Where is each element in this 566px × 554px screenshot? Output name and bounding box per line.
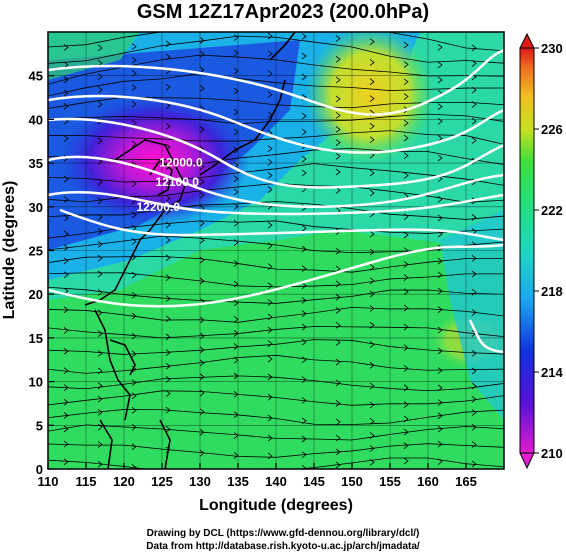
colorbar-tick-label: 222 (541, 203, 563, 218)
x-tick-label: 120 (113, 474, 135, 489)
y-tick-label: 45 (29, 69, 43, 84)
y-tick-label: 5 (36, 418, 43, 433)
map-field: 12000.0 12100.0 12200.0 (48, 32, 504, 469)
y-tick-label: 35 (29, 156, 43, 171)
colorbar-max-arrow (519, 32, 535, 49)
x-tick-label: 130 (189, 474, 211, 489)
colorbar-tick-label: 218 (541, 284, 563, 299)
y-tick-label: 10 (29, 375, 43, 390)
contour-label: 12100.0 (156, 175, 200, 189)
map-title: GSM 12Z17Apr2023 (200.0hPa) (136, 1, 430, 23)
contour-label: 12000.0 (159, 156, 203, 170)
x-tick-label: 115 (76, 474, 97, 489)
x-tick-label: 125 (151, 474, 173, 489)
y-tick-label: 15 (29, 331, 43, 346)
warm-core (305, 32, 435, 165)
x-axis: 110 115 120 125 130 135 140 145 150 155 160 165 (38, 463, 477, 489)
x-tick-label: 150 (341, 474, 363, 489)
colorbar-tick-label: 226 (541, 122, 563, 137)
y-tick-label: 30 (29, 200, 43, 215)
y-axis-title: Latitude (degrees) (1, 181, 18, 320)
height-contours (48, 48, 504, 354)
colorbar-min-arrow (519, 452, 535, 470)
x-tick-label: 165 (455, 474, 477, 489)
x-tick-label: 160 (417, 474, 439, 489)
x-tick-label: 145 (303, 474, 325, 489)
coastlines (84, 32, 296, 469)
temp-band-east (440, 210, 504, 420)
colorbar: 230 226 222 218 214 210 (519, 32, 563, 470)
contour-label: 12200.0 (137, 200, 181, 214)
y-tick-label: 40 (29, 112, 43, 127)
x-tick-label: 135 (227, 474, 249, 489)
x-axis-title: Longitude (degrees) (199, 497, 353, 514)
credit-data: Data from http://database.rish.kyoto-u.a… (146, 541, 420, 552)
cold-core (60, 95, 250, 225)
x-tick-label: 140 (265, 474, 287, 489)
colorbar-tick-label: 230 (541, 41, 563, 56)
y-tick-label: 20 (29, 287, 43, 302)
colorbar-tick-label: 210 (541, 446, 563, 461)
contour-labels: 12000.0 12100.0 12200.0 (137, 156, 204, 215)
y-axis: 0 5 10 15 20 25 30 35 40 45 (29, 69, 54, 477)
x-tick-label: 155 (379, 474, 401, 489)
y-tick-label: 0 (36, 462, 43, 477)
colorbar-scale (519, 47, 535, 454)
credit-drawing: Drawing by DCL (https://www.gfd-dennou.o… (146, 528, 420, 539)
y-tick-label: 25 (29, 244, 43, 259)
x-tick-label: 110 (38, 474, 59, 489)
colorbar-tick-label: 214 (541, 365, 563, 380)
